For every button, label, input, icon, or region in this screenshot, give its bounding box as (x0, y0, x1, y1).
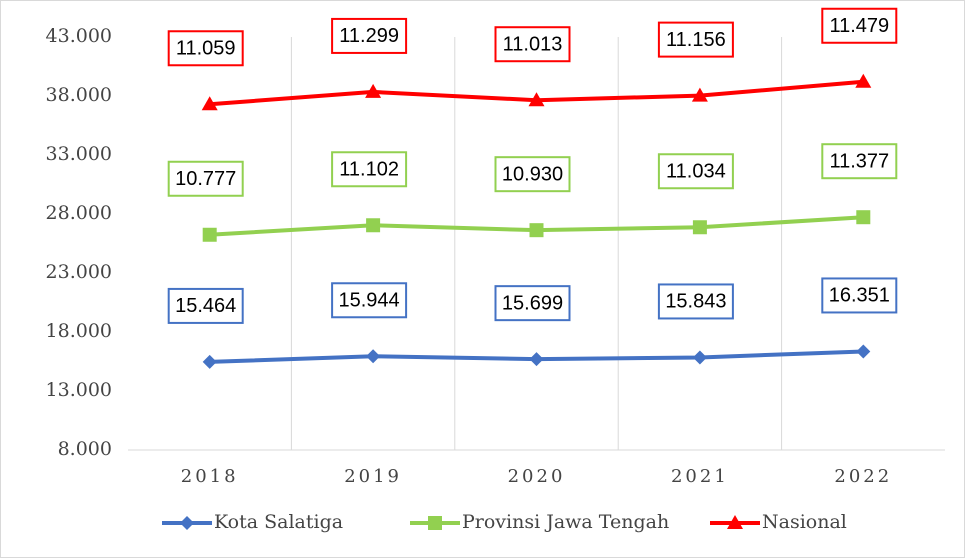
label-box (494, 285, 571, 322)
y-tick-label: 18.000 (46, 320, 112, 342)
data-label: 11.479 (829, 15, 889, 37)
data-label: 11.013 (503, 34, 563, 56)
x-tick-label: 2018 (181, 466, 239, 487)
data-label: 15.944 (339, 290, 400, 312)
marker (529, 352, 544, 367)
data-label: 11.299 (339, 25, 399, 47)
x-tick-label: 2020 (508, 466, 566, 487)
marker (856, 210, 871, 225)
y-tick-label: 38.000 (46, 84, 112, 106)
marker (366, 349, 381, 364)
label-box (167, 30, 244, 67)
y-tick-label: 13.000 (46, 379, 112, 401)
label-box (167, 287, 244, 324)
marker (855, 73, 872, 88)
legend-label: Kota Salatiga (214, 511, 343, 533)
label-box (657, 21, 734, 58)
y-tick-label: 23.000 (46, 261, 112, 283)
label-box (331, 282, 408, 319)
marker (366, 218, 381, 233)
marker (529, 223, 544, 238)
label-box (657, 283, 734, 320)
data-label: 11.102 (339, 159, 399, 181)
marker (692, 220, 707, 235)
x-tick-label: 2019 (344, 466, 402, 487)
label-box (167, 160, 244, 197)
data-label: 15.464 (175, 295, 236, 317)
y-tick-label: 33.000 (46, 143, 112, 165)
label-box (821, 7, 898, 44)
data-label: 11.034 (666, 161, 726, 183)
data-label: 15.843 (665, 291, 726, 313)
data-label: 11.059 (176, 38, 236, 60)
marker (528, 92, 545, 107)
data-label: 10.930 (502, 163, 563, 185)
label-box (821, 277, 898, 314)
label-box (331, 17, 408, 54)
marker (691, 87, 708, 102)
data-label: 16.351 (829, 285, 890, 307)
label-box (821, 143, 898, 180)
legend-label: Nasional (762, 511, 847, 533)
marker (202, 227, 217, 242)
label-box (494, 156, 571, 193)
y-tick-label: 8.000 (58, 438, 112, 460)
y-tick-label: 43.000 (46, 25, 112, 47)
x-tick-label: 2022 (834, 466, 892, 487)
y-tick-label: 28.000 (46, 202, 112, 224)
marker (428, 516, 442, 530)
data-label: 11.377 (829, 150, 889, 172)
data-label: 15.699 (502, 292, 563, 314)
marker (180, 516, 194, 530)
label-box (331, 151, 408, 188)
marker (201, 96, 218, 111)
marker (365, 83, 382, 98)
data-label: 11.156 (666, 29, 726, 51)
label-box (494, 26, 571, 63)
x-tick-label: 2021 (671, 466, 729, 487)
marker (692, 350, 707, 365)
marker (202, 354, 217, 369)
label-box (657, 153, 734, 190)
marker (727, 515, 743, 529)
marker (856, 344, 871, 359)
data-label: 10.777 (175, 168, 236, 190)
legend-label: Provinsi Jawa Tengah (462, 511, 669, 533)
